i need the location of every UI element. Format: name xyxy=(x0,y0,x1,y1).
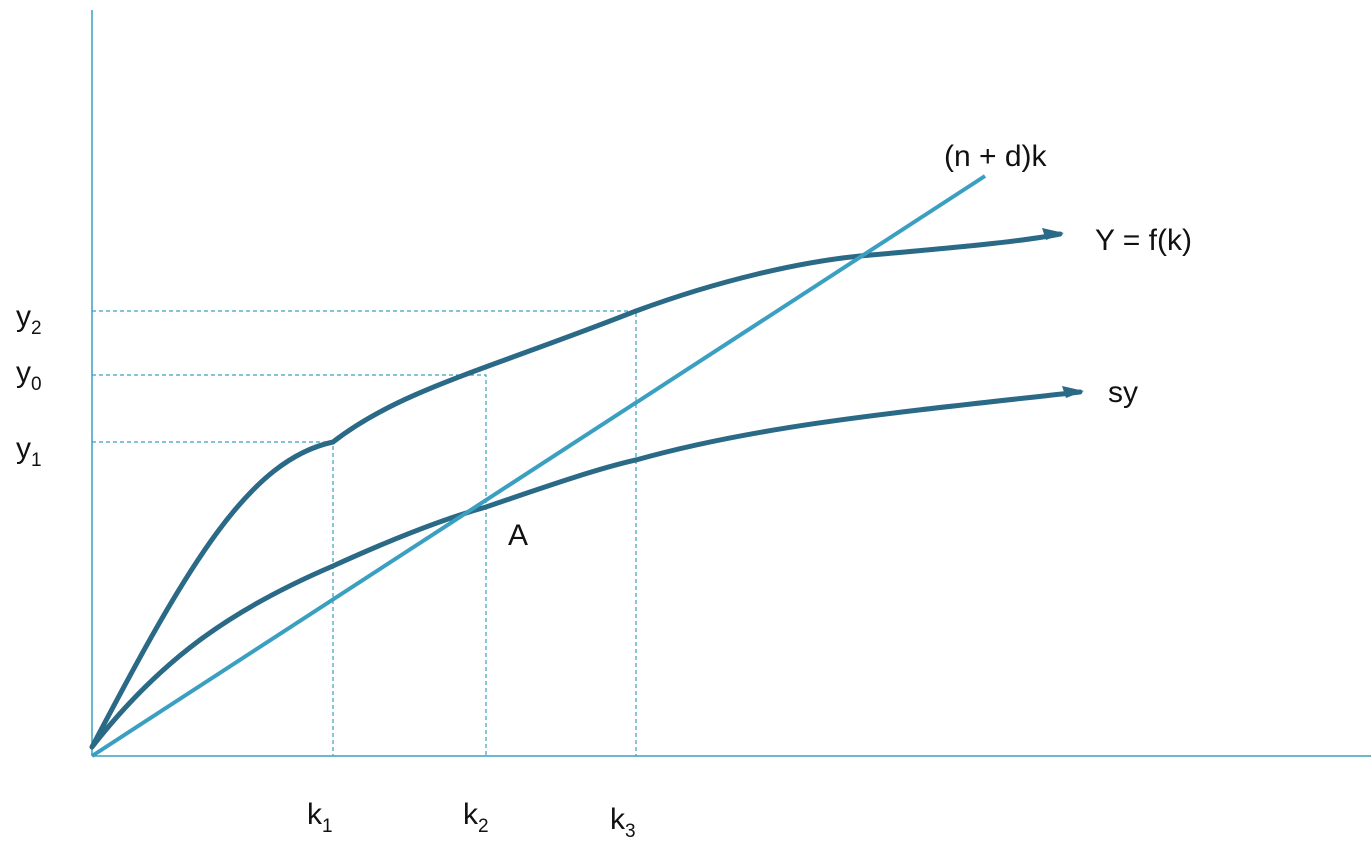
guide-lines xyxy=(92,310,637,756)
x-tick-label: k2 xyxy=(463,798,489,837)
x-tick-label: k3 xyxy=(610,803,636,841)
y-tick-label: y0 xyxy=(16,356,42,395)
y-tick-label: y1 xyxy=(16,432,42,471)
production-arrowhead xyxy=(1042,228,1064,240)
production-curve xyxy=(89,231,1063,750)
guide-y1-k1 xyxy=(92,441,334,756)
point-a-label: A xyxy=(508,519,528,552)
depreciation-line xyxy=(90,174,987,758)
savings-arrowhead xyxy=(1062,386,1084,398)
production-label: Y = f(k) xyxy=(1095,224,1192,257)
guide-y0-k2 xyxy=(92,374,487,756)
savings-label: sy xyxy=(1108,376,1138,409)
savings-curve xyxy=(89,389,1083,750)
x-tick-label: k1 xyxy=(307,798,333,837)
y-tick-label: y2 xyxy=(16,300,42,339)
guide-y2-k3 xyxy=(92,310,637,756)
line-label: (n + d)k xyxy=(944,140,1048,173)
